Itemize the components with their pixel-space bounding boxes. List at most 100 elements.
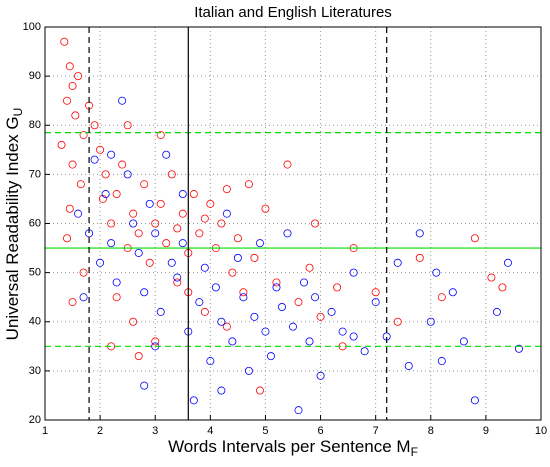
- scatter-point: [151, 229, 160, 238]
- scatter-point: [228, 337, 237, 346]
- scatter-point: [206, 357, 215, 366]
- scatter-point: [189, 190, 198, 199]
- scatter-point: [71, 111, 80, 120]
- scatter-point: [129, 209, 138, 218]
- scatter-point: [76, 180, 85, 189]
- scatter-point: [244, 180, 253, 189]
- scatter-point: [79, 293, 88, 302]
- scatter-point: [123, 170, 132, 179]
- scatter-point: [404, 361, 413, 370]
- scatter-point: [217, 386, 226, 395]
- scatter-point: [65, 62, 74, 71]
- scatter-point: [233, 253, 242, 262]
- scatter-point: [239, 288, 248, 297]
- y-tick-label: 20: [29, 414, 41, 426]
- scatter-point: [261, 204, 270, 213]
- scatter-point: [79, 268, 88, 277]
- scatter-point: [222, 185, 231, 194]
- x-tick-label: 7: [373, 425, 379, 437]
- scatter-point: [123, 121, 132, 130]
- scatter-point: [162, 150, 171, 159]
- y-tick-label: 30: [29, 365, 41, 377]
- scatter-point: [63, 96, 72, 105]
- scatter-point: [79, 131, 88, 140]
- scatter-point: [156, 307, 165, 316]
- scatter-point: [294, 406, 303, 415]
- scatter-point: [255, 386, 264, 395]
- scatter-point: [134, 248, 143, 257]
- scatter-point: [437, 293, 446, 302]
- scatter-point: [437, 357, 446, 366]
- scatter-point: [349, 268, 358, 277]
- scatter-point: [283, 160, 292, 169]
- scatter-point: [311, 293, 320, 302]
- scatter-point: [68, 160, 77, 169]
- scatter-point: [244, 366, 253, 375]
- scatter-point: [222, 209, 231, 218]
- scatter-point: [498, 283, 507, 292]
- x-axis-label: Words Intervals per Sentence MF: [168, 437, 418, 459]
- scatter-point: [470, 234, 479, 243]
- scatter-point: [156, 199, 165, 208]
- scatter-point: [63, 234, 72, 243]
- y-tick-label: 100: [23, 21, 41, 33]
- scatter-point: [217, 317, 226, 326]
- scatter-point: [145, 258, 154, 267]
- scatter-point: [233, 234, 242, 243]
- scatter-point: [239, 293, 248, 302]
- scatter-point: [294, 298, 303, 307]
- y-axis-label-main: Universal Readability Index G: [3, 116, 22, 340]
- y-tick-label: 60: [29, 217, 41, 229]
- scatter-point: [261, 327, 270, 336]
- scatter-point: [98, 194, 107, 203]
- scatter-point: [189, 396, 198, 405]
- scatter-point: [178, 190, 187, 199]
- scatter-point: [68, 81, 77, 90]
- scatter-point: [316, 312, 325, 321]
- scatter-point: [333, 283, 342, 292]
- x-axis-label-subscript: F: [411, 445, 418, 459]
- scatter-point: [129, 317, 138, 326]
- scatter-point: [272, 278, 281, 287]
- scatter-point: [211, 283, 220, 292]
- scatter-point: [167, 258, 176, 267]
- scatter-point: [134, 352, 143, 361]
- x-tick-label: 9: [483, 425, 489, 437]
- scatter-point: [140, 381, 149, 390]
- scatter-point: [327, 307, 336, 316]
- scatter-point: [101, 190, 110, 199]
- scatter-point: [349, 332, 358, 341]
- scatter-point: [107, 150, 116, 159]
- scatter-point: [178, 209, 187, 218]
- scatter-point: [57, 140, 66, 149]
- x-tick-label: 5: [262, 425, 268, 437]
- scatter-point: [415, 253, 424, 262]
- scatter-point: [107, 219, 116, 228]
- scatter-point: [156, 131, 165, 140]
- chart-title: Italian and English Literatures: [194, 4, 392, 21]
- scatter-point: [311, 219, 320, 228]
- scatter-point: [112, 293, 121, 302]
- x-tick-label: 1: [42, 425, 48, 437]
- scatter-point: [360, 347, 369, 356]
- scatter-point: [305, 263, 314, 272]
- scatter-point: [393, 317, 402, 326]
- scatter-point: [371, 288, 380, 297]
- scatter-point: [178, 239, 187, 248]
- scatter-point: [305, 337, 314, 346]
- scatter-point: [250, 253, 259, 262]
- scatter-point: [107, 239, 116, 248]
- scatter-point: [112, 190, 121, 199]
- scatter-point: [200, 214, 209, 223]
- scatter-point: [272, 283, 281, 292]
- scatter-point: [503, 258, 512, 267]
- scatter-point: [514, 344, 523, 353]
- scatter-point: [487, 273, 496, 282]
- scatter-point: [68, 298, 77, 307]
- x-tick-label: 8: [428, 425, 434, 437]
- scatter-point: [74, 209, 83, 218]
- x-tick-label: 10: [535, 425, 547, 437]
- scatter-point: [173, 273, 182, 282]
- y-tick-label: 80: [29, 119, 41, 131]
- scatter-point: [217, 219, 226, 228]
